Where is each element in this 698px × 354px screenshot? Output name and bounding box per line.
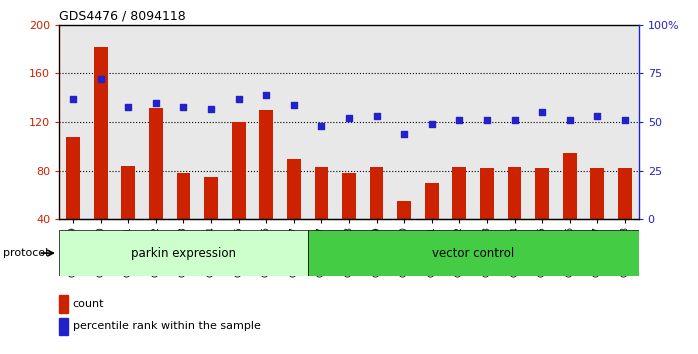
- Bar: [535, 169, 549, 268]
- Bar: [528, 25, 556, 219]
- Bar: [170, 25, 198, 219]
- Point: [178, 104, 189, 109]
- Bar: [611, 25, 639, 219]
- Bar: [94, 47, 107, 268]
- Bar: [500, 25, 528, 219]
- Text: percentile rank within the sample: percentile rank within the sample: [73, 321, 260, 331]
- Point: [619, 118, 630, 123]
- Bar: [225, 25, 253, 219]
- Bar: [87, 25, 114, 219]
- Point: [123, 104, 134, 109]
- Bar: [445, 25, 473, 219]
- Bar: [253, 25, 280, 219]
- Bar: [342, 173, 356, 268]
- Bar: [315, 167, 328, 268]
- Point: [95, 76, 106, 82]
- Bar: [177, 173, 191, 268]
- Point: [564, 118, 575, 123]
- Point: [343, 115, 355, 121]
- Bar: [66, 137, 80, 268]
- FancyBboxPatch shape: [59, 230, 308, 276]
- Bar: [308, 25, 335, 219]
- Bar: [59, 318, 68, 335]
- Bar: [473, 25, 500, 219]
- Point: [426, 121, 438, 127]
- FancyBboxPatch shape: [308, 230, 639, 276]
- Bar: [618, 169, 632, 268]
- Text: vector control: vector control: [432, 247, 514, 259]
- Bar: [232, 122, 246, 268]
- Bar: [114, 25, 142, 219]
- Bar: [121, 166, 135, 268]
- Bar: [198, 25, 225, 219]
- Bar: [591, 169, 604, 268]
- Point: [68, 96, 79, 102]
- Point: [260, 92, 272, 98]
- Point: [288, 102, 299, 107]
- Point: [509, 118, 520, 123]
- Bar: [370, 167, 383, 268]
- Bar: [397, 201, 411, 268]
- Point: [399, 131, 410, 137]
- Text: parkin expression: parkin expression: [131, 247, 236, 259]
- Point: [371, 113, 383, 119]
- Bar: [287, 159, 301, 268]
- Bar: [59, 25, 87, 219]
- Bar: [149, 108, 163, 268]
- Bar: [390, 25, 418, 219]
- Point: [315, 123, 327, 129]
- Bar: [59, 295, 68, 313]
- Bar: [205, 177, 218, 268]
- Bar: [425, 183, 438, 268]
- Bar: [480, 169, 493, 268]
- Bar: [418, 25, 445, 219]
- Bar: [260, 110, 273, 268]
- Bar: [452, 167, 466, 268]
- Point: [150, 100, 161, 105]
- Text: count: count: [73, 299, 104, 309]
- Bar: [556, 25, 584, 219]
- Point: [233, 96, 244, 102]
- Bar: [363, 25, 390, 219]
- Point: [537, 110, 548, 115]
- Bar: [507, 167, 521, 268]
- Bar: [335, 25, 363, 219]
- Text: protocol: protocol: [3, 248, 49, 258]
- Bar: [280, 25, 308, 219]
- Bar: [142, 25, 170, 219]
- Point: [482, 118, 493, 123]
- Point: [454, 118, 465, 123]
- Point: [592, 113, 603, 119]
- Bar: [584, 25, 611, 219]
- Point: [205, 105, 216, 111]
- Text: GDS4476 / 8094118: GDS4476 / 8094118: [59, 9, 186, 22]
- Bar: [563, 153, 577, 268]
